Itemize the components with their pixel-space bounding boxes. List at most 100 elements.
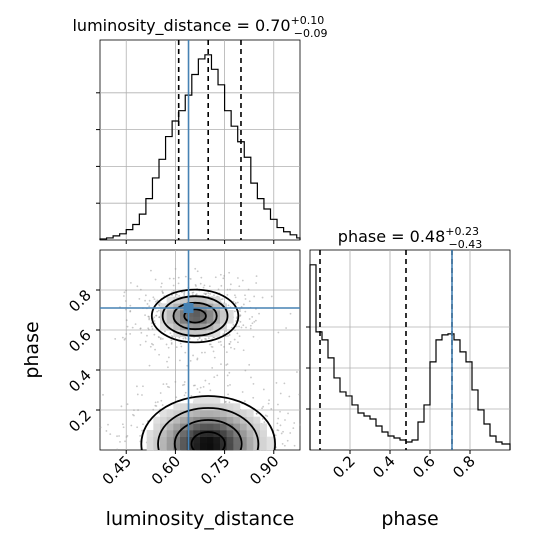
density-cell — [220, 416, 227, 424]
tick-label: 0.6 — [409, 452, 439, 482]
density-cell — [246, 416, 254, 424]
sample-point — [208, 382, 211, 385]
sample-point — [275, 382, 278, 384]
sample-point — [226, 288, 229, 291]
density-cell — [146, 443, 154, 451]
sample-point — [229, 283, 232, 286]
sample-point — [232, 323, 235, 326]
sample-point — [198, 391, 201, 394]
sample-point — [119, 440, 121, 443]
density-cell — [193, 330, 201, 337]
sample-point — [192, 291, 195, 294]
sample-point — [144, 299, 146, 302]
density-cell — [173, 403, 181, 411]
density-cell — [260, 430, 267, 437]
contour-line — [157, 407, 260, 450]
density-cell — [173, 416, 181, 424]
sample-point — [279, 410, 281, 413]
density-cell — [173, 310, 181, 317]
sample-point — [184, 337, 187, 340]
density-cell — [186, 443, 194, 451]
density-cell — [173, 330, 181, 337]
density-cell — [260, 436, 267, 444]
sample-point — [242, 303, 245, 306]
sample-point — [155, 300, 157, 303]
sample-point — [279, 424, 282, 427]
density-cell — [193, 423, 201, 431]
density-cell — [206, 323, 214, 331]
sample-point — [189, 359, 192, 362]
density-cell — [186, 323, 194, 331]
sample-point — [122, 426, 125, 429]
density-cell — [206, 410, 214, 417]
sample-point — [267, 402, 270, 405]
sample-point — [253, 295, 256, 298]
sample-point — [244, 310, 247, 313]
sample-point — [233, 338, 236, 341]
density-cell — [220, 310, 227, 317]
sample-point — [183, 292, 186, 295]
sample-point — [161, 290, 164, 293]
density-cell — [233, 416, 241, 424]
sample-point — [298, 393, 301, 396]
density-cell — [180, 330, 187, 337]
density-cell — [166, 310, 174, 317]
density-cell — [213, 410, 221, 417]
density-cell — [180, 436, 187, 444]
sample-point — [238, 335, 241, 338]
sample-point — [150, 269, 152, 272]
sample-point — [241, 279, 244, 282]
sample-point — [228, 371, 231, 374]
sample-point — [207, 295, 210, 298]
sample-point — [134, 323, 137, 325]
sample-point — [262, 388, 265, 391]
sample-point — [152, 408, 155, 411]
sample-point — [248, 363, 251, 366]
sample-point — [171, 294, 173, 297]
sample-point — [238, 325, 240, 328]
density-cell — [213, 423, 221, 431]
sample-point — [277, 429, 280, 432]
sample-point — [296, 371, 298, 373]
density-cell — [166, 323, 174, 331]
sample-point — [109, 433, 112, 436]
sample-point — [194, 267, 197, 270]
sample-point — [227, 335, 229, 337]
sample-point — [220, 363, 222, 366]
density-cell — [266, 436, 274, 444]
density-cell — [153, 436, 161, 444]
density-cell — [186, 410, 194, 417]
sample-point — [179, 342, 182, 345]
sample-point — [174, 268, 177, 270]
density-cell — [226, 310, 234, 317]
sample-point — [167, 366, 169, 369]
sample-point — [196, 388, 199, 390]
sample-point — [126, 325, 129, 328]
sample-point — [252, 382, 255, 385]
density-cell — [233, 423, 241, 431]
sample-point — [124, 440, 126, 443]
sample-point — [154, 278, 157, 281]
sample-point — [153, 320, 156, 322]
density-cell — [206, 396, 214, 404]
density-cell — [220, 430, 227, 437]
sample-point — [277, 417, 280, 420]
density-cell — [160, 416, 167, 424]
density-cell — [240, 416, 247, 424]
sample-point — [129, 304, 132, 307]
sample-point — [154, 348, 156, 351]
sample-point — [142, 385, 144, 388]
density-cell — [146, 430, 154, 437]
sample-point — [214, 276, 217, 279]
density-cell — [166, 296, 174, 304]
sample-point — [139, 288, 142, 291]
sample-point — [198, 336, 201, 339]
sample-point — [164, 330, 166, 333]
sample-point — [118, 435, 120, 437]
sample-point — [252, 335, 255, 338]
sample-point — [242, 324, 245, 327]
density-cell — [226, 316, 234, 324]
sample-point — [184, 275, 187, 278]
contour-line — [173, 419, 243, 450]
sample-point — [234, 296, 237, 299]
